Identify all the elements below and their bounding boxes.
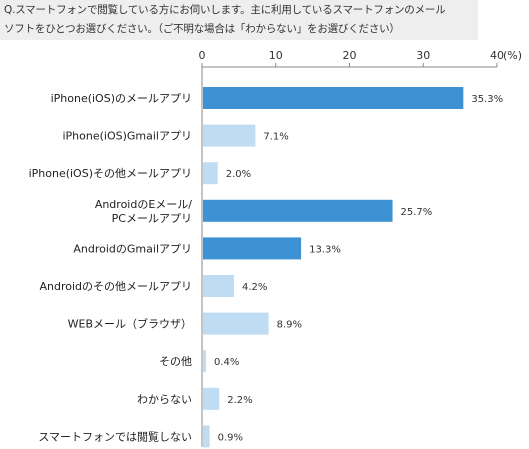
category-label: その他 xyxy=(159,355,192,368)
question-line-1: Q.スマートフォンで閲覧している方にお伺いします。主に利用しているスマートフォン… xyxy=(4,4,446,16)
value-label: 7.1% xyxy=(263,132,288,143)
value-label: 0.4% xyxy=(214,357,239,368)
value-label: 8.9% xyxy=(277,320,302,331)
x-unit-label: (%) xyxy=(503,49,522,62)
x-tick-label: 40 xyxy=(490,49,504,62)
category-label: AndroidのGmailアプリ xyxy=(73,242,192,255)
bar xyxy=(203,425,210,448)
bar xyxy=(203,87,464,109)
question-line-2: ソフトをひとつお選びください。（ご不明な場合は「わからない」をお選びください） xyxy=(4,23,400,35)
bar xyxy=(203,162,218,185)
question-box: Q.スマートフォンで閲覧している方にお伺いします。主に利用しているスマートフォン… xyxy=(0,0,478,40)
category-label: iPhone(iOS)その他メールアプリ xyxy=(29,167,192,180)
bar xyxy=(203,350,206,373)
x-tick-label: 0 xyxy=(199,49,206,62)
x-tick-label: 30 xyxy=(416,49,430,62)
x-tick-label: 10 xyxy=(269,49,283,62)
bar xyxy=(203,124,256,147)
value-label: 4.2% xyxy=(242,282,267,293)
bar xyxy=(203,275,234,297)
category-label: わからない xyxy=(137,393,192,406)
bar xyxy=(203,312,269,335)
bar xyxy=(203,237,302,260)
bar xyxy=(203,199,393,222)
value-label: 0.9% xyxy=(218,432,243,443)
x-tick-label: 20 xyxy=(343,49,357,62)
bar xyxy=(203,387,220,410)
category-label: スマートフォンでは閲覧しない xyxy=(38,429,192,443)
value-label: 13.3% xyxy=(309,244,341,255)
category-label: WEBメール（ブラウザ） xyxy=(68,317,192,331)
category-label: iPhone(iOS)Gmailアプリ xyxy=(62,130,192,143)
category-label: PCメールアプリ xyxy=(112,212,192,225)
category-label: Androidのその他メールアプリ xyxy=(39,280,192,293)
value-label: 2.0% xyxy=(226,169,251,180)
value-label: 25.7% xyxy=(401,207,433,218)
category-label: iPhone(iOS)のメールアプリ xyxy=(51,92,192,105)
category-label: AndroidのEメール/ xyxy=(95,198,192,211)
value-label: 35.3% xyxy=(471,94,503,105)
value-label: 2.2% xyxy=(227,395,252,406)
